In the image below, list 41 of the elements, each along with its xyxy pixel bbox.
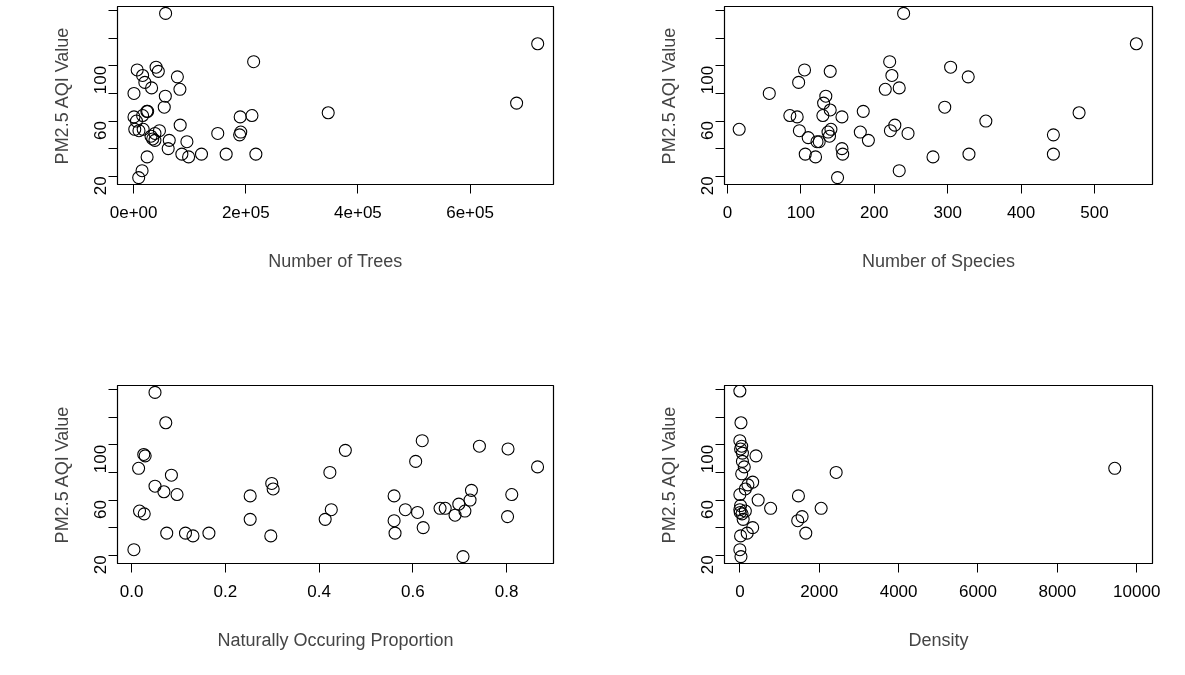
x-tick-label: 0.2 bbox=[213, 581, 238, 601]
x-tick-label: 0.6 bbox=[401, 581, 425, 601]
x-tick-label: 300 bbox=[933, 202, 962, 222]
y-tick-label: 20 bbox=[698, 176, 718, 196]
x-tick-label: 0.4 bbox=[307, 581, 331, 601]
x-tick-label: 0 bbox=[722, 202, 733, 222]
y-axis-title: PM2.5 AQI Value bbox=[658, 406, 679, 544]
y-tick-label: 100 bbox=[698, 65, 718, 95]
x-tick-label: 6e+05 bbox=[446, 202, 494, 222]
x-tick-label: 2e+05 bbox=[221, 202, 270, 222]
y-tick-label: 60 bbox=[698, 500, 718, 519]
y-axis-title: PM2.5 AQI Value bbox=[51, 406, 72, 544]
x-tick-label: 8000 bbox=[1038, 581, 1077, 601]
x-axis-title: Number of Species bbox=[861, 250, 1016, 271]
y-tick-label: 20 bbox=[698, 555, 718, 575]
x-axis-title: Number of Trees bbox=[268, 250, 403, 271]
x-tick-label: 0 bbox=[735, 581, 745, 601]
y-axis-title: PM2.5 AQI Value bbox=[51, 27, 72, 165]
x-axis-title: Naturally Occuring Proportion bbox=[217, 629, 454, 650]
y-tick-label: 20 bbox=[91, 555, 111, 575]
x-tick-label: 500 bbox=[1080, 202, 1109, 222]
x-tick-label: 100 bbox=[786, 202, 816, 222]
x-tick-label: 400 bbox=[1006, 202, 1036, 222]
x-tick-label: 2000 bbox=[800, 581, 839, 601]
x-tick-label: 0.8 bbox=[494, 581, 519, 601]
x-tick-label: 4000 bbox=[879, 581, 918, 601]
x-axis-title: Density bbox=[908, 629, 969, 650]
y-tick-label: 60 bbox=[91, 121, 111, 140]
y-tick-label: 60 bbox=[698, 121, 718, 140]
y-tick-label: 60 bbox=[91, 500, 111, 519]
y-tick-label: 100 bbox=[91, 444, 111, 474]
x-tick-label: 200 bbox=[860, 202, 889, 222]
x-tick-label: 10000 bbox=[1113, 581, 1161, 601]
y-tick-label: 20 bbox=[91, 176, 111, 196]
y-tick-label: 100 bbox=[698, 444, 718, 474]
x-tick-label: 6000 bbox=[959, 581, 997, 601]
x-tick-label: 0.0 bbox=[119, 581, 144, 601]
y-tick-label: 100 bbox=[91, 65, 111, 95]
y-axis-title: PM2.5 AQI Value bbox=[658, 27, 679, 165]
x-tick-label: 0e+00 bbox=[109, 202, 158, 222]
x-tick-label: 4e+05 bbox=[334, 202, 382, 222]
